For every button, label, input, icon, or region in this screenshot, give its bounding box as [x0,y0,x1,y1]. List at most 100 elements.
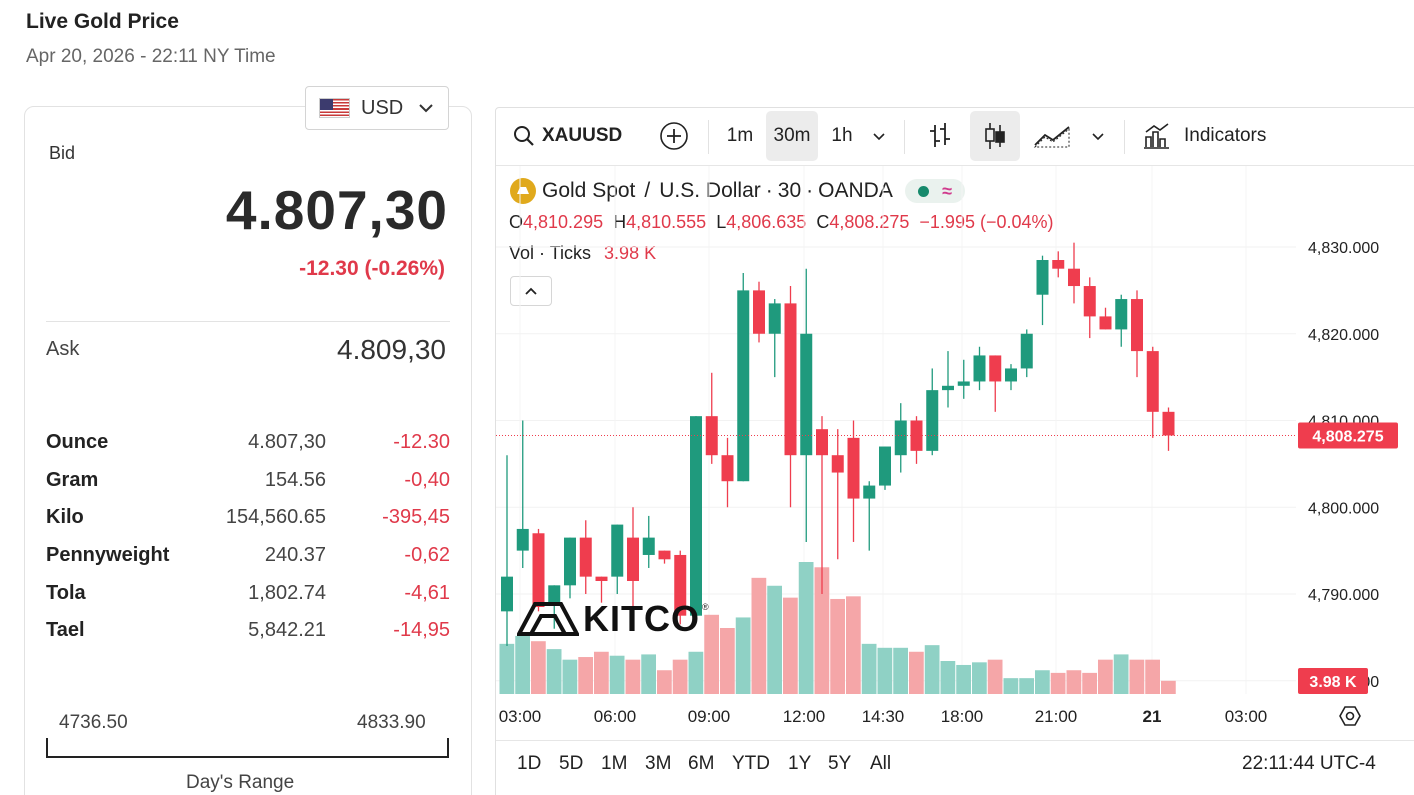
volume-bar [1098,659,1113,694]
unit-name: Tola [46,581,86,604]
volume-bar [846,596,861,694]
volume-bar [751,577,767,694]
unit-row: Pennyweight 240.37 -0,62 [46,537,450,575]
area-chart-type-button[interactable] [1030,111,1074,161]
compare-symbol-button[interactable] [656,111,692,161]
volume-bar [877,647,893,694]
volume-bar [609,655,625,694]
day-range-low: 4736.50 [59,712,128,733]
unit-change: -395,45 [382,506,450,529]
y-tick-label: 4,820.000 [1308,327,1379,344]
bid-change: -12.30 (-0.26%) [299,257,445,280]
close-label: C [816,212,830,232]
collapse-legend-button[interactable] [510,276,552,306]
unit-name: Ounce [46,431,109,454]
volume-bar [783,597,798,694]
quote-panel [24,106,472,795]
candle-body [1131,299,1143,352]
symbol-label: XAUUSD [542,125,623,146]
market-status-badge[interactable]: ≈ [904,179,965,203]
volume-bar [814,567,830,694]
last-price-label: 4,808.275 [1312,428,1383,445]
candle-body [737,290,750,482]
candle-body [894,420,907,456]
range-ytd[interactable]: YTD [732,753,770,774]
interval-dropdown[interactable] [866,111,892,161]
range-all[interactable]: All [870,753,892,774]
chart-settings-icon[interactable] [1339,706,1361,726]
candle-body [973,355,986,382]
volume-bar [657,670,672,694]
candle-body [611,524,624,577]
chart-toolbar: XAUUSD 1m 30m 1h Indicators [496,108,1414,166]
indicators-icon [1144,123,1169,149]
candle-body [595,576,608,581]
interval-1m[interactable]: 1m [726,125,754,146]
range-1y[interactable]: 1Y [788,753,812,774]
volume-bar [1066,670,1082,694]
symbol-search-button[interactable]: XAUUSD [508,111,624,161]
indicators-button[interactable]: Indicators [1142,111,1282,161]
price-chart[interactable]: 4,830.0004,820.0004,810.0004,800.0004,79… [496,166,1414,740]
range-5y[interactable]: 5Y [828,753,852,774]
range-5d[interactable]: 5D [559,753,584,774]
gold-bar-icon [510,178,536,204]
volume-bar [515,635,530,694]
bar-chart-type-button[interactable] [918,111,962,161]
chart-clock[interactable]: 22:11:44 UTC-4 [1242,753,1376,774]
x-tick-label: 21:00 [1035,707,1078,726]
unit-name: Kilo [46,506,84,529]
candle-body [1083,286,1096,317]
volume-bar [956,664,971,694]
x-tick-label: 06:00 [594,707,637,726]
ask-label: Ask [46,338,80,360]
candle-body [579,537,592,577]
high-value: 4,810.555 [626,212,707,232]
unit-name: Gram [46,468,99,491]
volume-bar [1082,672,1097,694]
bid-label: Bid [49,143,76,163]
ask-price: 4.809,30 [337,334,446,365]
candle-body [863,485,876,499]
range-1d[interactable]: 1D [517,753,542,774]
range-6m[interactable]: 6M [688,753,715,774]
currency-select[interactable]: USD [305,86,449,130]
interval-1h[interactable]: 1h [831,125,853,146]
volume-bar [909,651,924,694]
day-range-bar [46,738,449,758]
y-tick-label: 4,800.000 [1308,500,1379,517]
volume-bar [1003,678,1019,694]
bid-price: 4.807,30 [225,179,448,241]
volume-bar [625,659,641,694]
chart-type-dropdown[interactable] [1084,111,1112,161]
candles-chart-type-button[interactable] [970,111,1020,161]
unit-row: Gram 154.56 -0,40 [46,462,450,500]
delayed-data-icon: ≈ [942,180,953,201]
toolbar-separator [904,120,905,154]
volume-bar [893,647,908,694]
candlestick-icon [985,123,1005,149]
chevron-down-icon [1092,133,1104,141]
range-1m[interactable]: 1M [601,753,628,774]
us-flag-icon [319,98,350,118]
volume-bar [594,651,609,694]
kitco-logo-icon [517,602,579,636]
interval-30m[interactable]: 30m [766,111,818,161]
candle-body [705,416,718,456]
range-3m[interactable]: 3M [645,753,672,774]
volume-bar [704,614,719,694]
chart-legend: Gold Spot / U.S. Dollar · 30 · OANDA ≈ [510,178,965,204]
volume-bar [1035,670,1050,694]
currency-code: USD [361,96,404,119]
candle-body [1162,411,1175,436]
candle-body [1005,368,1017,382]
volume-bar [499,643,515,694]
volume-bar [1145,659,1160,694]
page-datetime: Apr 20, 2026 - 22:11 NY Time [26,46,276,67]
volume-bar [1129,659,1145,694]
low-label: L [716,212,727,232]
legend-quote-name: U.S. Dollar [659,179,761,202]
x-tick-label: 14:30 [862,707,905,726]
last-price-tag [1298,422,1398,449]
toolbar-separator [1124,120,1125,154]
